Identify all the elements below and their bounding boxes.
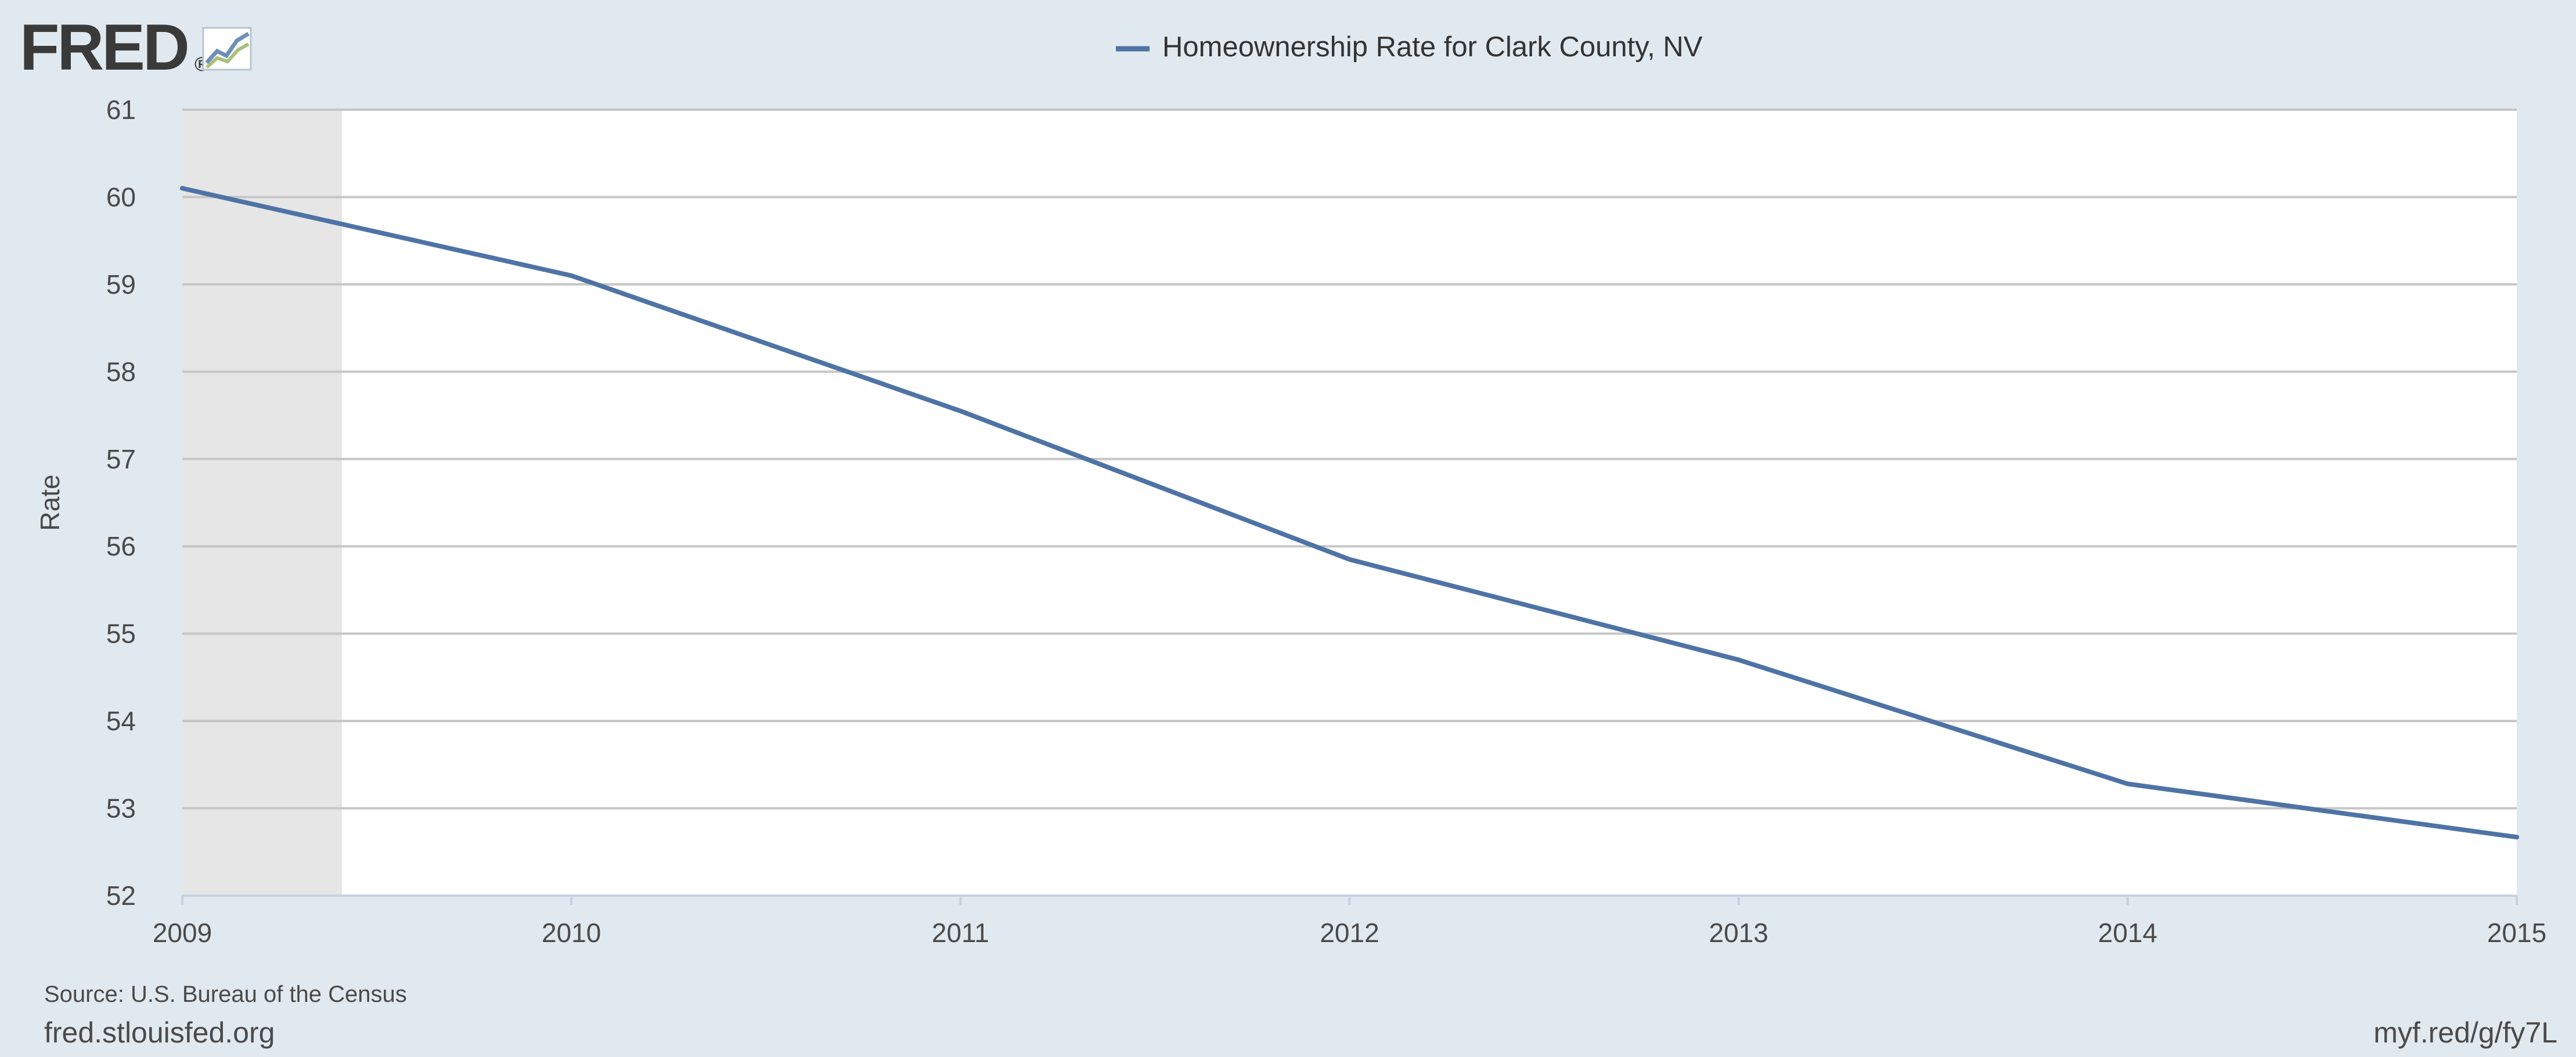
y-tick-label: 61 bbox=[106, 95, 136, 125]
x-tick-label: 2010 bbox=[542, 918, 601, 948]
short-link[interactable]: myf.red/g/fy7L bbox=[2373, 1016, 2557, 1049]
y-axis-title: Rate bbox=[35, 474, 65, 531]
x-axis: 2009 2010 2011 2012 2013 2014 2015 bbox=[153, 896, 2546, 948]
x-tick-label: 2015 bbox=[2487, 918, 2546, 948]
data-point bbox=[958, 409, 963, 414]
fred-logo-text: FRED bbox=[20, 11, 188, 84]
chart-line-icon bbox=[202, 27, 252, 71]
y-tick-label: 53 bbox=[106, 793, 136, 824]
data-point bbox=[2125, 781, 2130, 787]
plot-area bbox=[182, 110, 2517, 896]
source-note: Source: U.S. Bureau of the Census bbox=[44, 982, 407, 1007]
y-tick-label: 52 bbox=[106, 881, 136, 911]
y-tick-label: 58 bbox=[106, 356, 136, 387]
data-point bbox=[1347, 557, 1352, 562]
recession-band bbox=[182, 110, 342, 896]
data-point bbox=[180, 186, 185, 191]
y-tick-label: 60 bbox=[106, 182, 136, 212]
fred-logo[interactable]: FRED ® bbox=[20, 11, 252, 84]
x-tick-label: 2012 bbox=[1320, 918, 1379, 948]
legend-label: Homeownership Rate for Clark County, NV bbox=[1162, 31, 1703, 63]
y-tick-label: 59 bbox=[106, 269, 136, 300]
x-tick-label: 2009 bbox=[153, 918, 212, 948]
site-link[interactable]: fred.stlouisfed.org bbox=[44, 1016, 275, 1049]
series-layer bbox=[180, 186, 2519, 840]
y-tick-label: 55 bbox=[106, 619, 136, 649]
data-point bbox=[569, 273, 574, 278]
y-axis: 52 53 54 55 56 57 58 59 60 61 bbox=[106, 95, 136, 911]
legend: Homeownership Rate for Clark County, NV bbox=[1116, 31, 1703, 63]
x-tick-label: 2011 bbox=[932, 918, 989, 948]
x-tick-label: 2014 bbox=[2098, 918, 2157, 948]
recession-shading bbox=[182, 110, 342, 896]
data-point bbox=[1736, 657, 1741, 662]
x-tick-label: 2013 bbox=[1709, 918, 1768, 948]
data-point bbox=[2514, 835, 2519, 840]
y-tick-label: 56 bbox=[106, 531, 136, 561]
y-tick-label: 54 bbox=[106, 706, 136, 736]
gridlines bbox=[182, 109, 2517, 810]
y-tick-label: 57 bbox=[106, 444, 136, 474]
